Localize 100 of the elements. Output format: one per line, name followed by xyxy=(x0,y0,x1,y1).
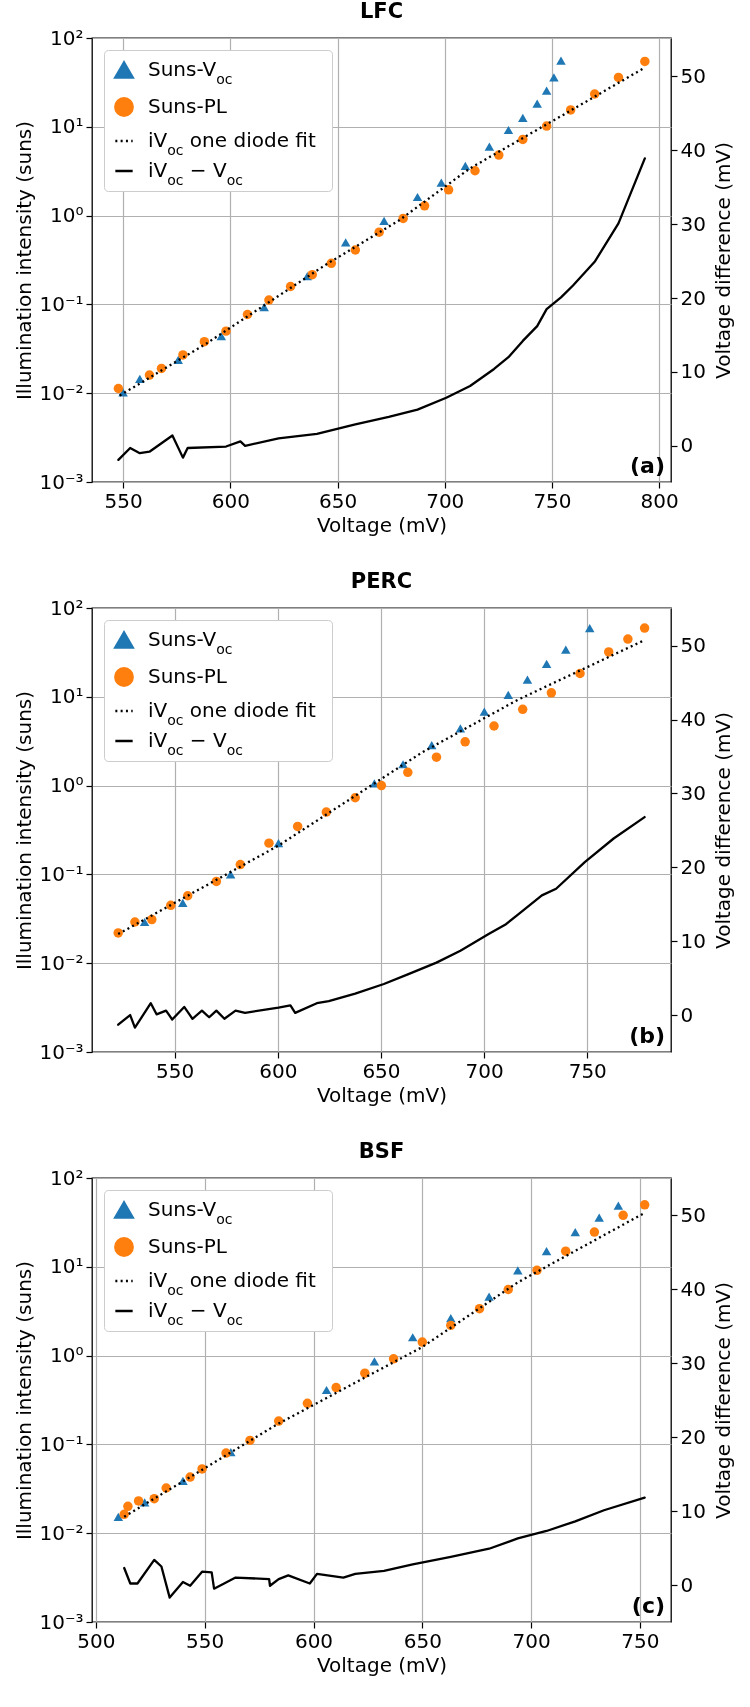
x-axis-title: Voltage (mV) xyxy=(316,1082,448,1107)
y-axis-title: Illumination intensity (suns) xyxy=(12,690,37,971)
point xyxy=(584,623,595,633)
x-tick-label: 750 xyxy=(533,488,572,513)
y2-tick-label: 50 xyxy=(680,63,706,88)
y-tick-label: 10⁻² xyxy=(39,1520,84,1545)
point xyxy=(517,704,528,715)
point xyxy=(479,707,490,716)
point xyxy=(113,383,124,394)
y2-tick-label: 40 xyxy=(680,707,706,732)
point xyxy=(623,634,633,644)
legend-label: Suns-PL xyxy=(148,1234,228,1258)
point xyxy=(460,737,470,747)
x-tick-label: 550 xyxy=(186,1628,225,1653)
point xyxy=(503,125,514,135)
y-tick-label: 10¹ xyxy=(50,684,84,709)
x-tick-label: 600 xyxy=(294,1628,334,1653)
legend-label: Suns-V$_{oc}$ xyxy=(148,57,233,87)
point xyxy=(376,780,387,791)
point xyxy=(178,350,188,360)
point xyxy=(123,1501,133,1512)
y-tick-label: 10¹ xyxy=(50,1254,84,1279)
point xyxy=(484,142,495,151)
x-tick-label: 750 xyxy=(621,1628,660,1653)
y2-axis-title: Voltage difference (mV) xyxy=(710,1282,735,1519)
x-tick-label: 700 xyxy=(426,488,465,513)
y2-tick-label: 40 xyxy=(680,137,706,162)
y-tick-label: 10⁻¹ xyxy=(39,861,84,886)
point xyxy=(369,1357,380,1366)
y-tick-label: 10⁻² xyxy=(39,380,84,405)
point xyxy=(216,331,227,341)
point xyxy=(417,1337,428,1347)
legend-label: Suns-V$_{oc}$ xyxy=(148,627,233,657)
y-tick-label: 10⁻¹ xyxy=(39,291,84,316)
point xyxy=(560,1246,571,1256)
point xyxy=(443,185,454,195)
point xyxy=(273,1416,284,1426)
point xyxy=(639,623,650,633)
y2-tick-label: 20 xyxy=(680,285,706,310)
point xyxy=(484,1292,494,1301)
x-tick-label: 600 xyxy=(259,1058,298,1083)
x-tick-label: 800 xyxy=(640,488,679,513)
point xyxy=(618,1210,628,1221)
y2-tick-label: 30 xyxy=(680,780,706,805)
legend-label: iV$_{oc}$ − V$_{oc}$ xyxy=(148,158,243,188)
x-tick-label: 600 xyxy=(211,488,250,513)
point xyxy=(603,647,614,657)
y2-tick-label: 50 xyxy=(680,1202,706,1227)
y-axis-title: Illumination intensity (suns) xyxy=(12,120,37,401)
legend-label: iV$_{oc}$ one diode fit xyxy=(148,128,316,158)
x-axis-title: Voltage (mV) xyxy=(316,1652,448,1677)
point xyxy=(139,917,150,927)
annotation: (b) xyxy=(629,1023,665,1048)
point xyxy=(561,645,571,654)
point xyxy=(135,374,145,383)
point xyxy=(178,898,188,908)
point xyxy=(589,1227,600,1237)
annotation: (c) xyxy=(631,1593,665,1618)
point xyxy=(379,216,389,226)
y-tick-label: 10² xyxy=(50,595,84,620)
legend-label: iV$_{oc}$ − V$_{oc}$ xyxy=(148,728,243,758)
y-tick-label: 10⁰ xyxy=(50,773,84,798)
x-tick-label: 550 xyxy=(104,488,143,513)
point xyxy=(613,72,624,83)
point xyxy=(360,1368,370,1378)
point xyxy=(302,1398,313,1409)
y-tick-label: 10⁻¹ xyxy=(39,1431,84,1456)
y2-tick-label: 0 xyxy=(680,1572,694,1597)
point xyxy=(403,767,413,778)
point xyxy=(264,838,274,848)
point xyxy=(541,121,552,131)
point xyxy=(518,113,528,122)
point xyxy=(292,821,303,832)
x-tick-label: 700 xyxy=(512,1628,551,1653)
point xyxy=(639,1200,650,1210)
point xyxy=(431,752,442,762)
point xyxy=(594,1213,604,1222)
y2-tick-label: 50 xyxy=(680,633,706,658)
point xyxy=(412,192,423,202)
legend-label: iV$_{oc}$ one diode fit xyxy=(148,698,316,728)
point xyxy=(133,1496,144,1506)
y-axis-title: Illumination intensity (suns) xyxy=(12,1260,37,1541)
y-tick-label: 10⁻² xyxy=(39,950,84,975)
y2-axis-title: Voltage difference (mV) xyxy=(710,712,735,949)
point xyxy=(503,690,513,700)
y2-tick-label: 10 xyxy=(680,1498,706,1523)
point xyxy=(350,245,361,255)
point xyxy=(197,1464,207,1474)
y2-tick-label: 40 xyxy=(680,1276,706,1301)
point xyxy=(518,134,528,145)
y2-tick-label: 30 xyxy=(680,1350,706,1375)
point xyxy=(541,86,552,95)
point xyxy=(532,99,542,108)
y2-tick-label: 0 xyxy=(680,433,694,458)
x-tick-label: 650 xyxy=(362,1058,401,1083)
point xyxy=(613,1201,624,1210)
point xyxy=(522,675,533,684)
point xyxy=(340,238,351,247)
point xyxy=(407,1333,418,1342)
point xyxy=(460,161,471,170)
